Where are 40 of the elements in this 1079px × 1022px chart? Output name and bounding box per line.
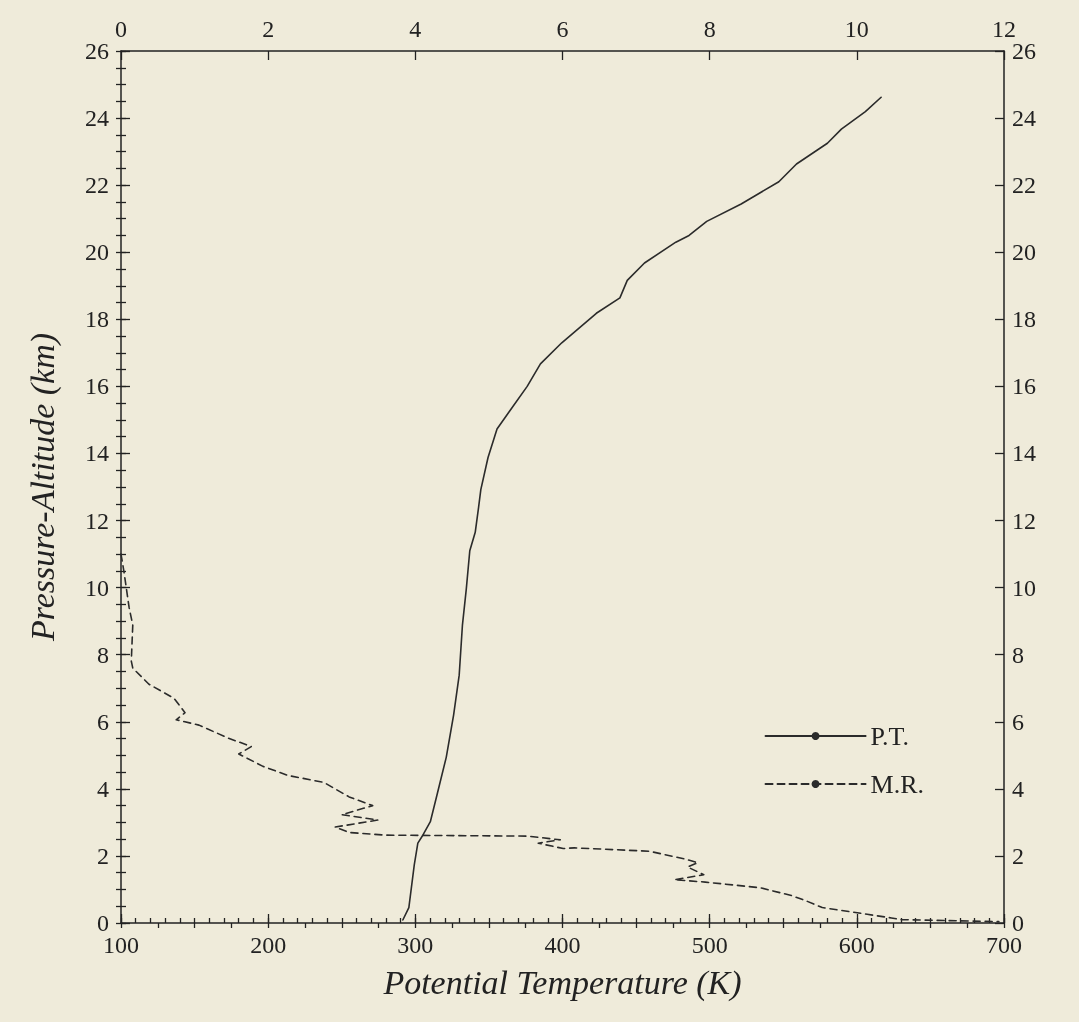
y-tick-label: 20 <box>85 239 109 266</box>
y-tick-label: 14 <box>85 440 109 467</box>
y-tick-label: 2 <box>97 842 109 869</box>
y2-tick-label: 24 <box>1012 105 1036 132</box>
y2-tick-label: 4 <box>1012 775 1024 802</box>
y2-tick-label: 20 <box>1012 239 1036 266</box>
x-tick-label: 400 <box>544 932 581 958</box>
y2-tick-label: 2 <box>1012 842 1024 869</box>
y2-tick-label: 10 <box>1012 574 1036 601</box>
x2-tick-label: 10 <box>844 16 869 42</box>
x2-tick-label: 2 <box>262 16 275 42</box>
x-tick-label: 600 <box>838 932 875 958</box>
y2-tick-label: 12 <box>1012 507 1036 534</box>
y-tick-label: 16 <box>85 373 109 400</box>
x2-tick-label: 8 <box>703 16 716 42</box>
x2-tick-label: 0 <box>115 16 127 42</box>
x2-tick-label: 4 <box>409 16 422 42</box>
y-tick-label: 18 <box>85 306 109 333</box>
x2-tick-label: 6 <box>556 16 569 42</box>
y-tick-label: 26 <box>85 38 109 64</box>
y2-tick-label: 22 <box>1012 172 1036 199</box>
x-tick-label: 500 <box>691 932 728 958</box>
legend-label: P.T. <box>870 721 910 751</box>
y-tick-label: 8 <box>97 641 109 668</box>
y2-tick-label: 18 <box>1012 306 1036 333</box>
y-tick-label: 4 <box>97 775 109 802</box>
y2-tick-label: 14 <box>1012 440 1036 467</box>
y2-tick-label: 6 <box>1012 708 1024 735</box>
y-tick-label: 12 <box>85 507 109 534</box>
legend-label: M.R. <box>870 769 925 799</box>
x-tick-label: 200 <box>250 932 287 958</box>
y-tick-label: 24 <box>85 105 109 132</box>
y-tick-label: 6 <box>97 708 109 735</box>
y2-tick-label: 8 <box>1012 641 1024 668</box>
y2-tick-label: 16 <box>1012 373 1036 400</box>
y-tick-label: 22 <box>85 172 109 199</box>
x-tick-label: 300 <box>397 932 434 958</box>
y-tick-label: 10 <box>85 574 109 601</box>
y-axis-title: Pressure-Altitude (km) <box>23 332 62 643</box>
x-axis-title: Potential Temperature (K) <box>382 963 742 1002</box>
